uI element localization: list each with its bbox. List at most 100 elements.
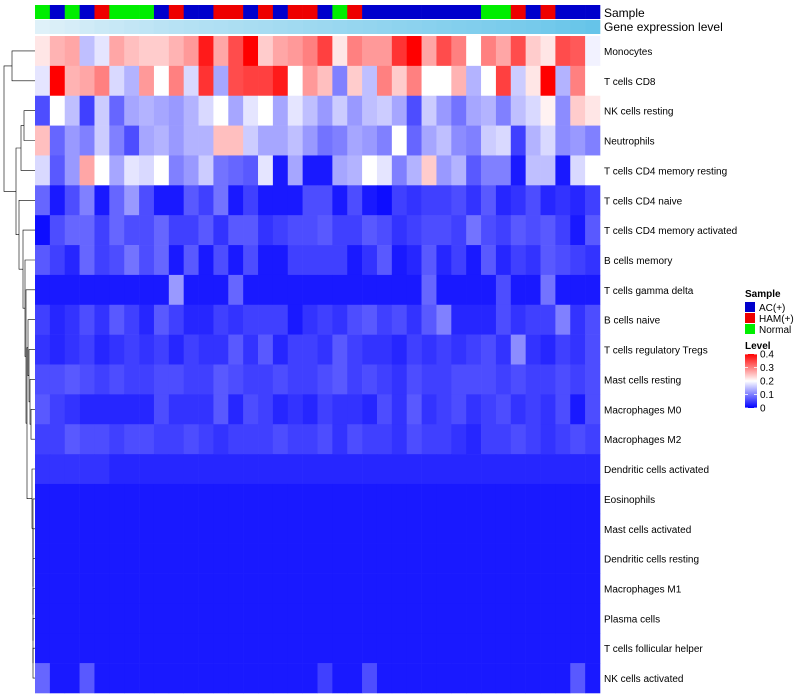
sample-group-cell	[451, 5, 467, 19]
heatmap-cell	[35, 215, 51, 246]
heatmap-cell	[153, 95, 170, 126]
heatmap-cell	[139, 513, 155, 544]
heatmap-cell	[79, 663, 95, 694]
heatmap-cell	[183, 155, 199, 186]
heatmap-cell	[570, 245, 586, 276]
heatmap-cell	[49, 65, 66, 97]
heatmap-cell	[94, 95, 110, 126]
heatmap-cell	[317, 513, 333, 544]
heatmap-cell	[362, 454, 378, 485]
heatmap-cell	[451, 274, 467, 306]
heatmap-cell	[376, 245, 393, 276]
sample-group-cell	[466, 5, 482, 19]
expression-level-cell	[213, 20, 229, 34]
heatmap-cell	[510, 334, 526, 365]
heatmap-cell	[79, 633, 95, 664]
heatmap-cell	[451, 65, 467, 97]
heatmap-cell	[391, 663, 408, 694]
heatmap-cell	[585, 364, 601, 395]
heatmap-cell	[570, 424, 586, 455]
heatmap-cell	[213, 334, 229, 365]
heatmap-cell	[64, 543, 80, 574]
heatmap-cell	[183, 633, 199, 664]
heatmap-cell	[153, 36, 170, 67]
heatmap-cell	[481, 245, 497, 276]
heatmap-cell	[302, 95, 318, 126]
heatmap-cell	[302, 36, 318, 67]
heatmap-cell	[555, 125, 571, 156]
heatmap-cell	[94, 603, 110, 634]
heatmap-cell	[391, 215, 408, 246]
heatmap-cell	[302, 663, 318, 694]
heatmap-cell	[421, 603, 437, 634]
heatmap-cell	[585, 424, 601, 455]
heatmap-cell	[94, 185, 110, 216]
heatmap-cell	[109, 245, 125, 276]
heatmap-cell	[510, 573, 526, 604]
heatmap-cell	[183, 543, 199, 574]
heatmap-cell	[243, 603, 259, 634]
heatmap-cell	[585, 125, 601, 156]
heatmap-cell	[109, 543, 125, 574]
heatmap-cell	[481, 543, 497, 574]
heatmap-cell	[258, 394, 274, 425]
heatmap-cell	[124, 36, 140, 67]
heatmap-cell	[525, 424, 541, 455]
heatmap-cell	[540, 603, 556, 634]
heatmap-cell	[124, 185, 140, 216]
heatmap-cell	[347, 334, 363, 365]
heatmap-cell	[362, 334, 378, 365]
heatmap-cell	[302, 603, 318, 634]
heatmap-cell	[347, 155, 363, 186]
heatmap-cell	[317, 36, 333, 67]
heatmap-cell	[124, 454, 140, 485]
sample-group-cell	[35, 5, 51, 19]
heatmap-cell	[451, 573, 467, 604]
heatmap-cell	[421, 394, 437, 425]
heatmap-cell	[436, 65, 452, 97]
heatmap-cell	[391, 185, 408, 216]
legend-tick-label: 0.2	[760, 377, 774, 388]
heatmap-cell	[35, 633, 51, 664]
heatmap-cell	[525, 573, 541, 604]
heatmap-cell	[481, 215, 497, 246]
row-label: Neutrophils	[604, 137, 655, 148]
heatmap-cell	[510, 274, 526, 306]
heatmap-cell	[198, 663, 214, 694]
heatmap-cell	[525, 603, 541, 634]
heatmap-cell	[64, 394, 80, 425]
heatmap-cell	[347, 304, 363, 335]
heatmap-cell	[124, 633, 140, 664]
heatmap-cell	[436, 364, 452, 395]
heatmap-cell	[272, 603, 289, 634]
heatmap-cell	[302, 304, 318, 335]
heatmap-cell	[243, 125, 259, 156]
heatmap-cell	[272, 573, 289, 604]
heatmap-cell	[585, 513, 601, 544]
heatmap-cell	[302, 573, 318, 604]
heatmap-cell	[139, 364, 155, 395]
heatmap-cell	[525, 633, 541, 664]
heatmap-cell	[466, 125, 482, 156]
heatmap-cell	[525, 394, 541, 425]
heatmap-cell	[570, 36, 586, 67]
heatmap-cell	[391, 364, 408, 395]
dendrogram-branch	[11, 50, 35, 82]
dendrogram-branch	[25, 289, 35, 424]
heatmap-cell	[495, 65, 512, 97]
heatmap-cell	[495, 513, 512, 544]
heatmap-cell	[495, 125, 512, 156]
heatmap-cell	[49, 155, 66, 186]
expression-level-cell	[510, 20, 526, 34]
heatmap-cell	[228, 185, 244, 216]
heatmap-cell	[391, 513, 408, 544]
heatmap-cell	[555, 543, 571, 574]
heatmap-cell	[466, 424, 482, 455]
expression-level-cell	[302, 20, 318, 34]
heatmap-cell	[362, 364, 378, 395]
heatmap-cell	[525, 125, 541, 156]
heatmap-cell	[243, 36, 259, 67]
heatmap-cell	[585, 65, 601, 97]
heatmap-cell	[79, 394, 95, 425]
heatmap-cell	[49, 483, 66, 515]
